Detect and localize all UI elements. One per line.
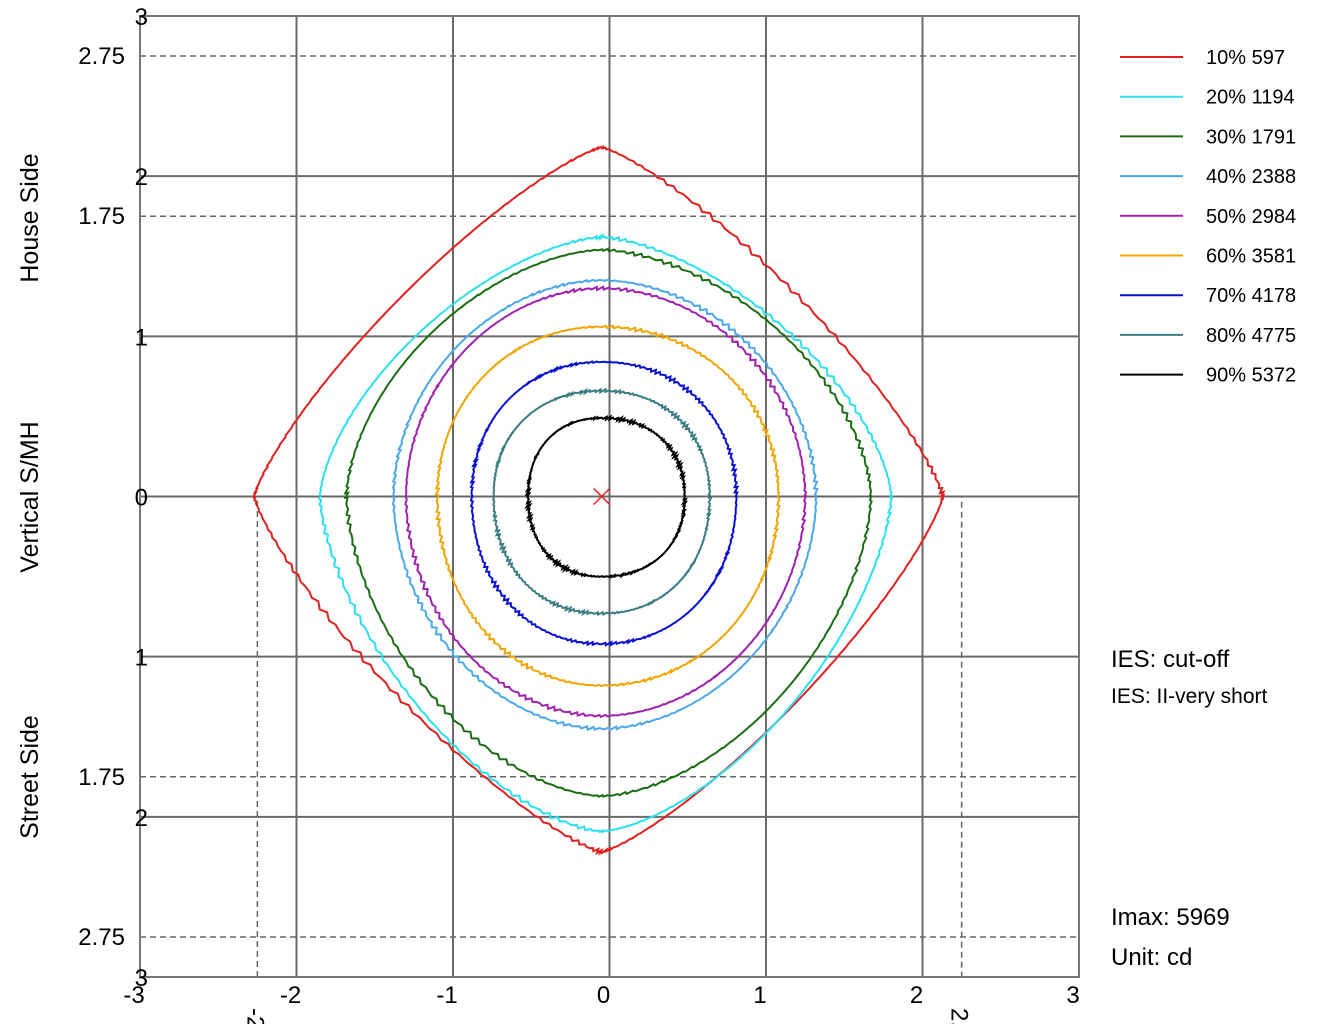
y-tick-label: 2	[135, 805, 148, 832]
y-tick-label: 2	[135, 164, 148, 191]
legend-label: 10% 597	[1206, 47, 1285, 69]
imax-label: Imax: 5969	[1111, 904, 1230, 931]
x-tick-label: 2	[910, 982, 923, 1009]
plot-frame	[139, 15, 1080, 978]
x-dashed-tick-labels: -2.25 2.25	[241, 1008, 972, 1024]
legend-label: 60% 3581	[1206, 246, 1296, 268]
legend-label: 70% 4178	[1206, 285, 1296, 307]
contour-80pct	[492, 387, 713, 617]
y-axis-labels: House Side Vertical S/MH Street Side	[16, 153, 44, 838]
contour-40pct	[391, 278, 819, 732]
x-tick-label: 1	[753, 982, 766, 1009]
legend-label: 30% 1791	[1206, 126, 1296, 148]
contour-30pct	[343, 247, 873, 798]
contour-90pct	[524, 414, 689, 579]
legend-label: 20% 1194	[1206, 87, 1295, 109]
contour-20pct	[317, 232, 894, 834]
dashed-reference-lines	[140, 55, 1079, 977]
y-tick-label: 0	[135, 485, 148, 512]
y-tick-label: 1	[135, 645, 148, 672]
y-axis-label: Vertical S/MH	[16, 421, 44, 572]
x-tick-labels: -3 -2 -1 0 1 2 3	[123, 982, 1079, 1009]
legend-label: 40% 2388	[1206, 166, 1296, 188]
y-axis-label: House Side	[16, 153, 44, 282]
legend-label: 90% 5372	[1206, 365, 1296, 387]
center-marker	[593, 487, 611, 506]
y-dashed-tick-label: 1.75	[78, 203, 125, 230]
legend-label: 80% 4775	[1206, 325, 1296, 347]
legend-label: 50% 2984	[1206, 206, 1296, 228]
contour-lines	[252, 144, 946, 856]
legend: 10% 597 20% 1194 30% 1791 40% 2388 50% 2984 6…	[1120, 47, 1296, 387]
contour-70pct	[469, 360, 740, 647]
ies-type-label: IES: II-very short	[1111, 685, 1268, 708]
y-dashed-tick-label: 2.75	[78, 43, 125, 70]
x-dashed-tick-label: -2.25	[241, 1008, 268, 1024]
y-tick-label: 3	[135, 965, 148, 992]
contour-60pct	[434, 324, 781, 688]
dashed-line-vertical	[256, 495, 963, 977]
y-dashed-tick-labels: 2.75 1.75 1.75 2.75	[78, 43, 125, 951]
x-tick-label: -3	[123, 982, 144, 1009]
center-marker-stroke	[593, 487, 611, 506]
x-tick-label: 0	[597, 982, 610, 1009]
x-tick-label: -1	[436, 982, 457, 1009]
x-dashed-tick-label: 2.25	[946, 1008, 973, 1024]
ies-cutoff-label: IES: cut-off	[1111, 646, 1230, 673]
y-tick-label: 1	[135, 324, 148, 351]
y-axis-label: Street Side	[16, 715, 44, 839]
y-tick-label: 3	[135, 4, 148, 31]
y-dashed-tick-label: 2.75	[78, 924, 125, 951]
x-tick-label: -2	[280, 982, 301, 1009]
x-tick-label: 3	[1066, 982, 1079, 1009]
contour-50pct	[404, 285, 808, 719]
y-dashed-tick-label: 1.75	[78, 764, 125, 791]
unit-label: Unit: cd	[1111, 944, 1192, 971]
y-tick-labels: 3 2 1 0 1 2 3	[135, 4, 148, 992]
